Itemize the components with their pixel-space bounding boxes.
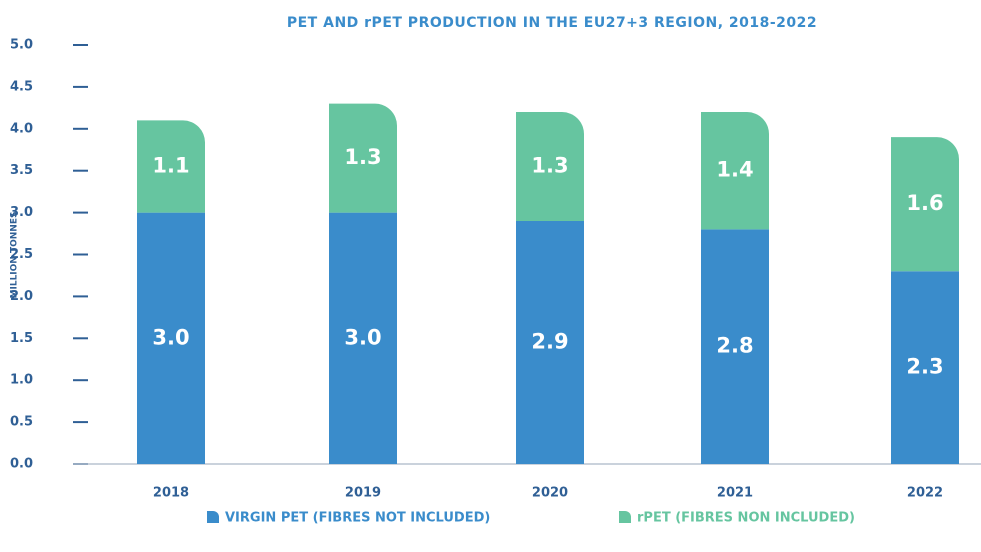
y-tick-label: 5.0 bbox=[10, 38, 33, 53]
y-tick-label: 0.5 bbox=[10, 415, 33, 430]
chart-title: PET AND rPET PRODUCTION IN THE EU27+3 RE… bbox=[287, 15, 817, 31]
y-tick-label: 3.5 bbox=[10, 163, 33, 178]
y-tick-label: 0.0 bbox=[10, 457, 33, 472]
y-tick-label: 4.5 bbox=[10, 79, 33, 94]
data-label: 2.9 bbox=[531, 329, 568, 353]
data-label: 1.6 bbox=[906, 191, 943, 215]
x-tick-label: 2021 bbox=[717, 486, 753, 501]
data-label: 1.4 bbox=[716, 158, 753, 182]
data-label: 2.8 bbox=[716, 334, 753, 358]
data-label: 3.0 bbox=[152, 325, 189, 349]
legend-swatch bbox=[207, 511, 219, 523]
data-label: 1.3 bbox=[531, 154, 568, 178]
bar-segment bbox=[516, 112, 584, 221]
y-tick-label: 4.0 bbox=[10, 121, 33, 136]
bar-segment bbox=[329, 212, 397, 464]
x-tick-label: 2020 bbox=[532, 486, 568, 501]
bar-segment bbox=[701, 229, 769, 464]
legend-label: VIRGIN PET (FIBRES NOT INCLUDED) bbox=[225, 511, 490, 526]
data-label: 2.3 bbox=[906, 355, 943, 379]
bar-segment bbox=[701, 112, 769, 230]
legend-label: rPET (FIBRES NON INCLUDED) bbox=[637, 511, 855, 526]
bar-segment bbox=[891, 137, 959, 272]
data-label: 1.3 bbox=[344, 145, 381, 169]
y-tick-label: 2.0 bbox=[10, 289, 33, 304]
y-tick-label: 1.0 bbox=[10, 373, 33, 388]
x-tick-label: 2018 bbox=[153, 486, 189, 501]
bar-segment bbox=[137, 212, 205, 464]
data-label: 3.0 bbox=[344, 325, 381, 349]
y-tick-label: 1.5 bbox=[10, 331, 33, 346]
y-tick-label: 3.0 bbox=[10, 205, 33, 220]
x-tick-label: 2022 bbox=[907, 486, 943, 501]
bar-segment bbox=[329, 103, 397, 213]
y-tick-label: 2.5 bbox=[10, 247, 33, 262]
legend-swatch bbox=[619, 511, 631, 523]
data-label: 1.1 bbox=[152, 154, 189, 178]
bar-segment bbox=[137, 120, 205, 213]
y-axis-label: MILLION TONNES bbox=[10, 212, 20, 299]
bar-segment bbox=[891, 271, 959, 464]
x-tick-label: 2019 bbox=[345, 486, 381, 501]
bar-segment bbox=[516, 220, 584, 464]
